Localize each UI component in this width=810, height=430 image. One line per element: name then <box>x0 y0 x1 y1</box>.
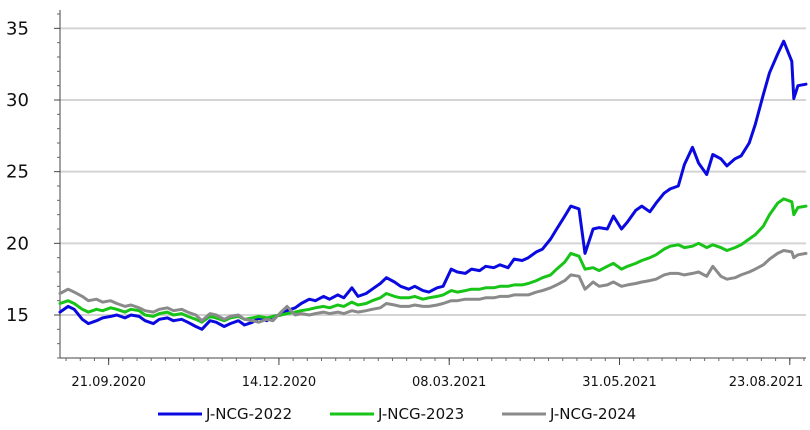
y-tick-label: 35 <box>6 18 29 39</box>
y-tick-label: 30 <box>6 90 29 111</box>
series-lines <box>58 39 808 331</box>
series-line-j-ncg-2023 <box>58 197 808 324</box>
x-tick-label: 21.09.2020 <box>71 375 145 390</box>
gridlines <box>60 27 806 316</box>
x-tick-label: 14.12.2020 <box>242 375 316 390</box>
x-tick-label: 31.05.2021 <box>582 375 656 390</box>
y-tick-label: 15 <box>6 305 29 326</box>
legend-label: J-NCG-2022 <box>205 405 292 423</box>
x-tick-label: 23.08.2021 <box>729 375 803 390</box>
axes <box>59 10 806 359</box>
y-tick-label: 20 <box>6 233 29 254</box>
legend-label: J-NCG-2023 <box>377 405 464 423</box>
legend: J-NCG-2022 J-NCG-2023 J-NCG-2024 <box>158 405 636 423</box>
x-axis-ticks: 21.09.2020 14.12.2020 08.03.2021 31.05.2021… <box>65 358 805 390</box>
legend-label: J-NCG-2024 <box>549 405 636 423</box>
series-line-j-ncg-2022 <box>58 39 808 331</box>
y-tick-label: 25 <box>6 162 29 183</box>
y-axis-ticks: 15 20 25 30 35 <box>6 13 60 359</box>
series-line-j-ncg-2024 <box>58 249 808 324</box>
x-tick-label: 08.03.2021 <box>412 375 486 390</box>
